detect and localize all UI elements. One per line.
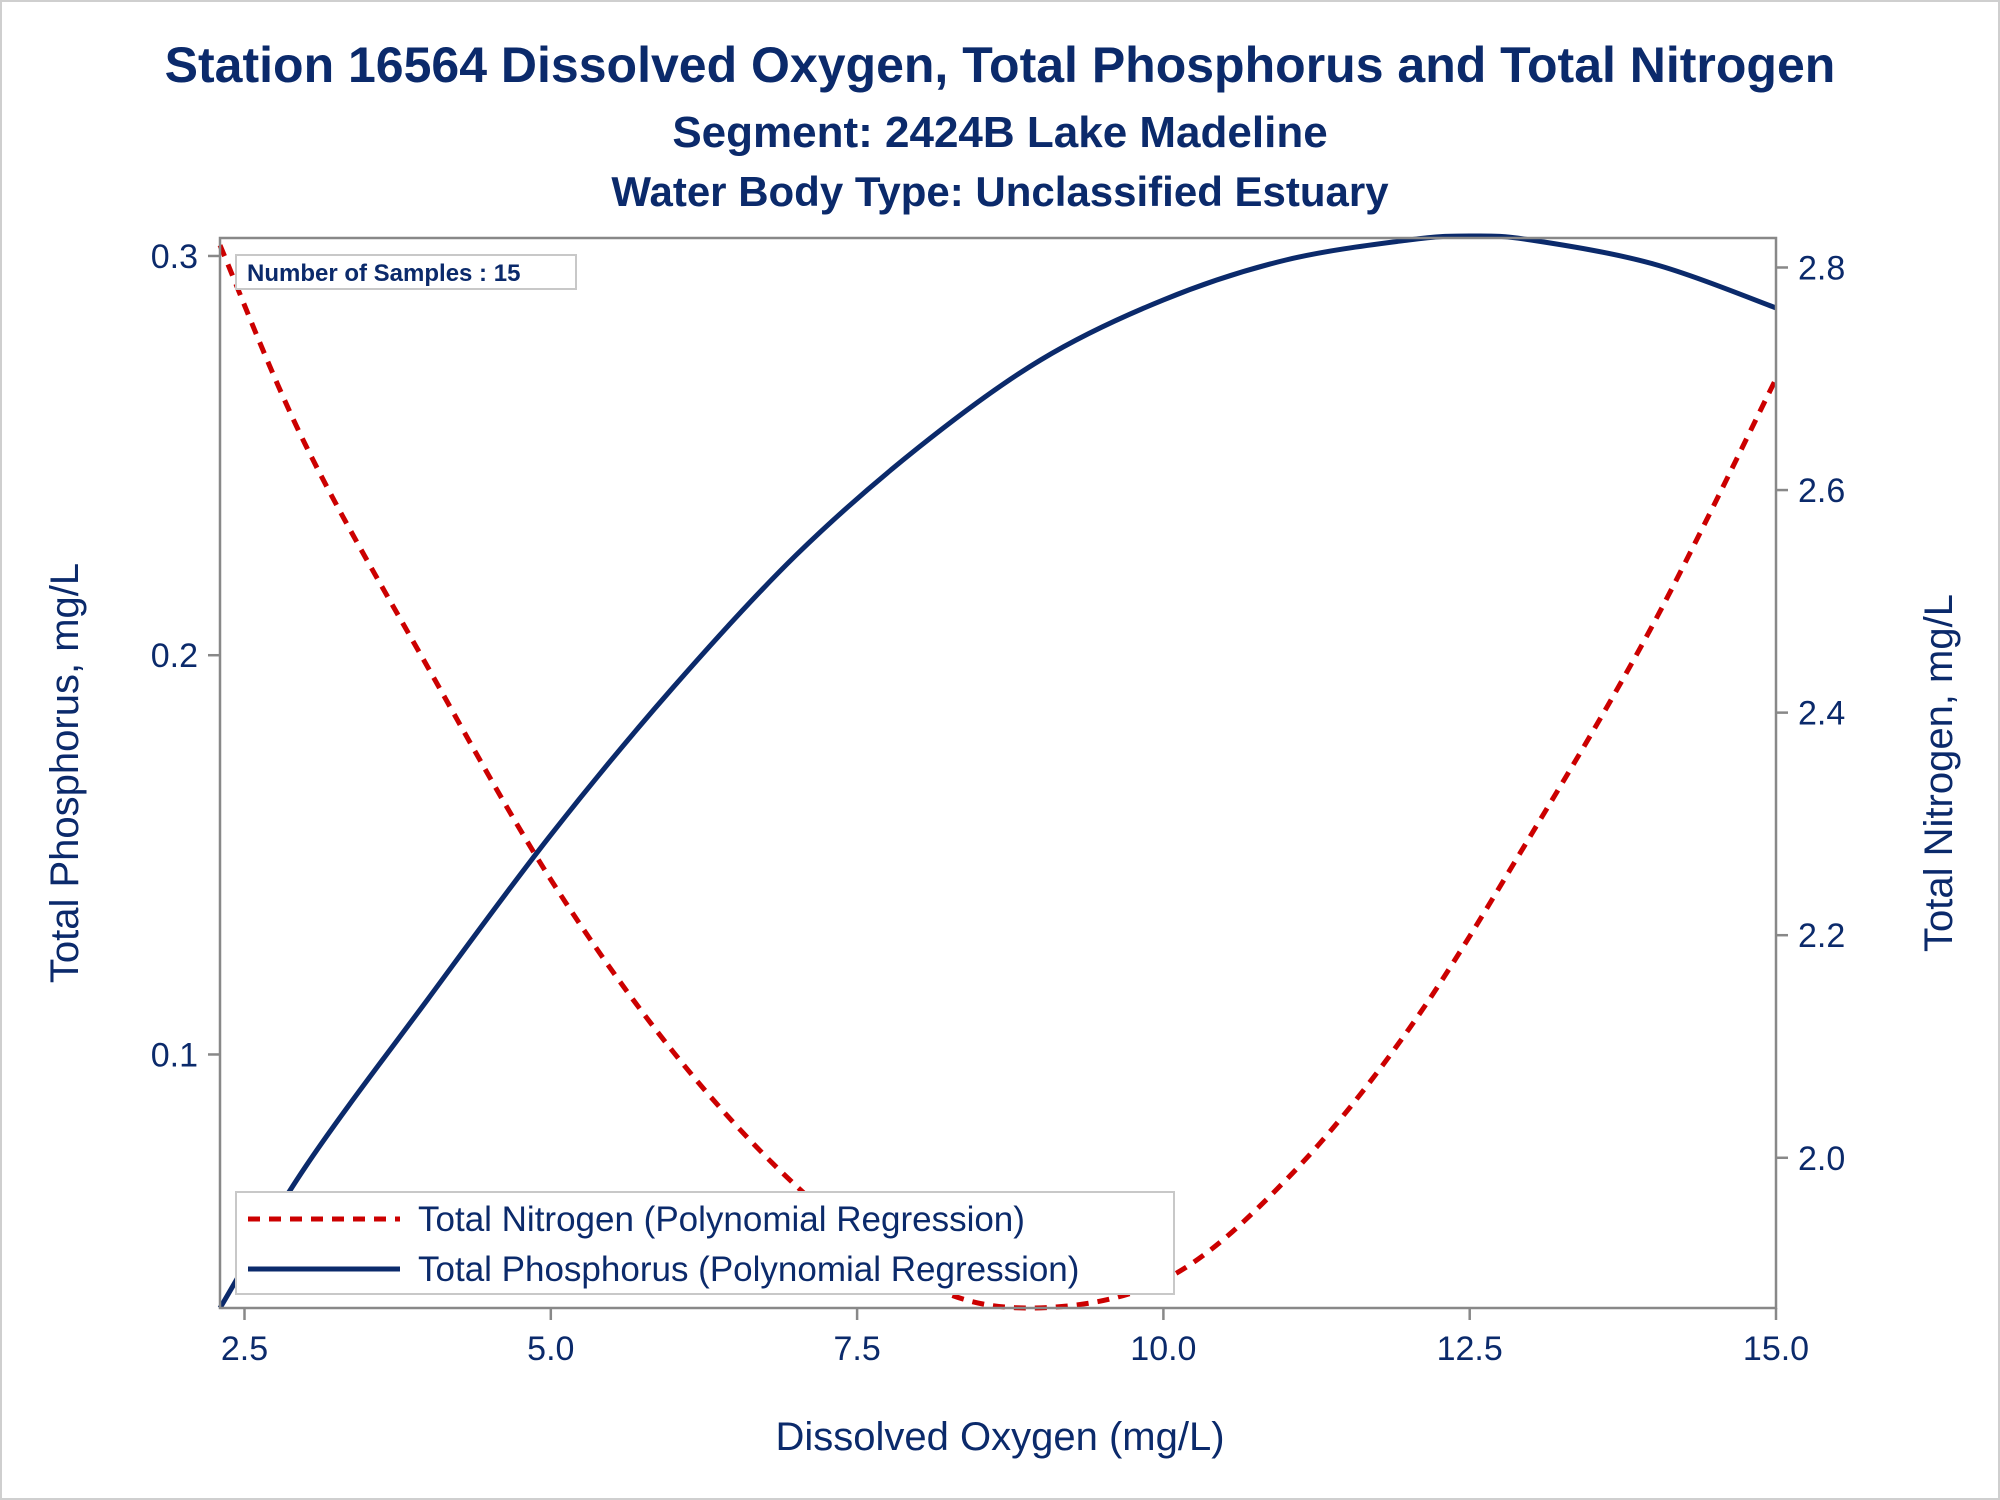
x-tick-label: 5.0 xyxy=(527,1330,574,1368)
x-tick-label: 2.5 xyxy=(221,1330,268,1368)
x-axis: 2.5 5.0 7.5 10.0 12.5 15.0 xyxy=(221,1308,1809,1368)
sample-count-text: Number of Samples : 15 xyxy=(247,260,520,287)
y-axis-right: 2.0 2.2 2.4 2.6 2.8 xyxy=(1776,249,1845,1178)
plot-frame xyxy=(218,236,1778,1310)
y-right-tick-label: 2.8 xyxy=(1798,249,1845,287)
chart-subtitle-2: Water Body Type: Unclassified Estuary xyxy=(611,168,1389,215)
y-right-tick-label: 2.2 xyxy=(1798,917,1845,955)
y-axis-right-label: Total Nitrogen, mg/L xyxy=(1917,594,1961,952)
legend-label-phosphorus: Total Phosphorus (Polynomial Regression) xyxy=(418,1250,1079,1289)
x-tick-label: 12.5 xyxy=(1437,1330,1503,1368)
series-line-nitrogen xyxy=(217,244,1779,1311)
y-axis-left-label: Total Phosphorus, mg/L xyxy=(43,563,87,983)
series-layer xyxy=(217,233,1779,1311)
legend-label-nitrogen: Total Nitrogen (Polynomial Regression) xyxy=(418,1200,1025,1239)
series-line-phosphorus xyxy=(217,233,1777,1310)
y-left-tick-label: 0.2 xyxy=(151,637,198,675)
x-tick-label: 15.0 xyxy=(1743,1330,1809,1368)
y-axis-left: 0.1 0.2 0.3 xyxy=(151,238,220,1074)
y-left-tick-label: 0.3 xyxy=(151,238,198,276)
x-tick-label: 10.0 xyxy=(1130,1330,1196,1368)
sample-count-box: Number of Samples : 15 xyxy=(235,254,577,290)
x-tick-label: 7.5 xyxy=(833,1330,880,1368)
chart-subtitle: Segment: 2424B Lake Madeline xyxy=(672,108,1327,157)
y-right-tick-label: 2.6 xyxy=(1798,472,1845,510)
y-right-tick-label: 2.0 xyxy=(1798,1140,1845,1178)
y-right-tick-label: 2.4 xyxy=(1798,695,1845,733)
legend: Total Nitrogen (Polynomial Regression) T… xyxy=(235,1191,1175,1295)
x-axis-label: Dissolved Oxygen (mg/L) xyxy=(775,1415,1224,1459)
y-left-tick-label: 0.1 xyxy=(151,1036,198,1074)
chart-title: Station 16564 Dissolved Oxygen, Total Ph… xyxy=(165,37,1836,93)
